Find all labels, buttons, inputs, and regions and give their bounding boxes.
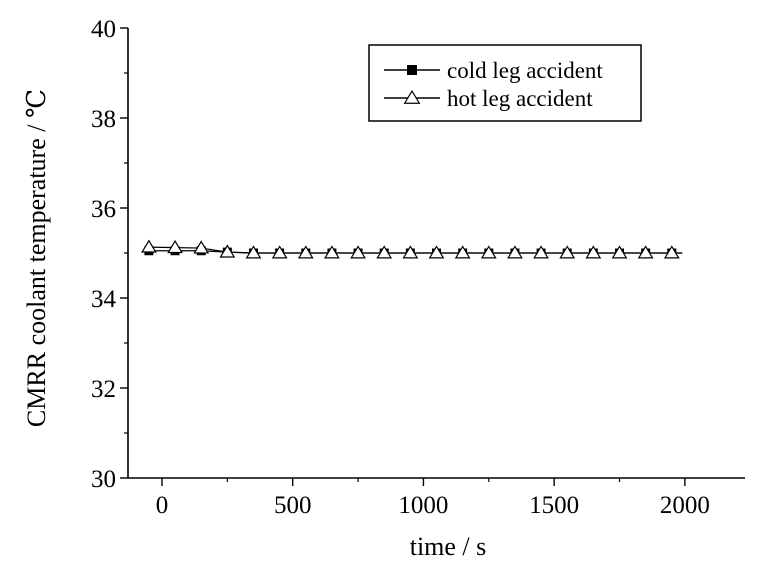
series-line [148, 246, 683, 254]
data-point [376, 245, 393, 259]
data-point [559, 245, 576, 259]
data-point [611, 245, 628, 259]
data-point [663, 245, 680, 259]
data-point [350, 245, 366, 259]
legend: cold leg accident hot leg accident [368, 44, 642, 122]
data-point [297, 245, 314, 259]
legend-label: hot leg accident [447, 86, 593, 111]
data-point [271, 245, 288, 259]
y-tick-label: 38 [91, 106, 116, 133]
data-point [167, 239, 183, 254]
y-tick-label: 40 [91, 16, 116, 43]
data-point [480, 245, 497, 259]
data-point [454, 245, 471, 259]
data-point [507, 245, 523, 259]
legend-items: cold leg accident hot leg accident [384, 58, 603, 111]
data-point [407, 65, 417, 75]
data-point [402, 245, 419, 259]
y-tick-label: 30 [91, 466, 116, 493]
legend-label: cold leg accident [447, 58, 603, 83]
x-tick-label: 1500 [529, 492, 579, 519]
x-tick-label: 1000 [398, 492, 448, 519]
data-point [428, 245, 445, 259]
x-tick-label: 500 [274, 492, 312, 519]
x-tick-label: 2000 [660, 492, 710, 519]
data-point [533, 245, 549, 259]
series-layer [141, 239, 683, 259]
data-point [193, 240, 210, 254]
data-point [637, 245, 654, 259]
y-tick-label: 32 [91, 376, 116, 403]
x-tick-label: 0 [156, 492, 169, 519]
y-tick-label: 34 [91, 286, 117, 313]
data-point [245, 245, 262, 259]
legend-item-1: cold leg accident [384, 58, 603, 83]
legend-box [368, 44, 642, 122]
y-axis-title: CMRR coolant temperature / ℃ [22, 89, 51, 427]
x-axis-title: time / s [410, 532, 487, 561]
data-point [219, 244, 236, 258]
data-point [324, 245, 340, 259]
y-tick-label: 36 [91, 196, 116, 223]
series-2 [141, 239, 683, 259]
data-point [585, 245, 602, 259]
legend-item-2: hot leg accident [384, 86, 593, 111]
data-point [403, 89, 421, 104]
ticks: 30 32 34 36 38 40 0 500 1000 1500 2000 [91, 16, 710, 519]
data-point [141, 239, 157, 253]
